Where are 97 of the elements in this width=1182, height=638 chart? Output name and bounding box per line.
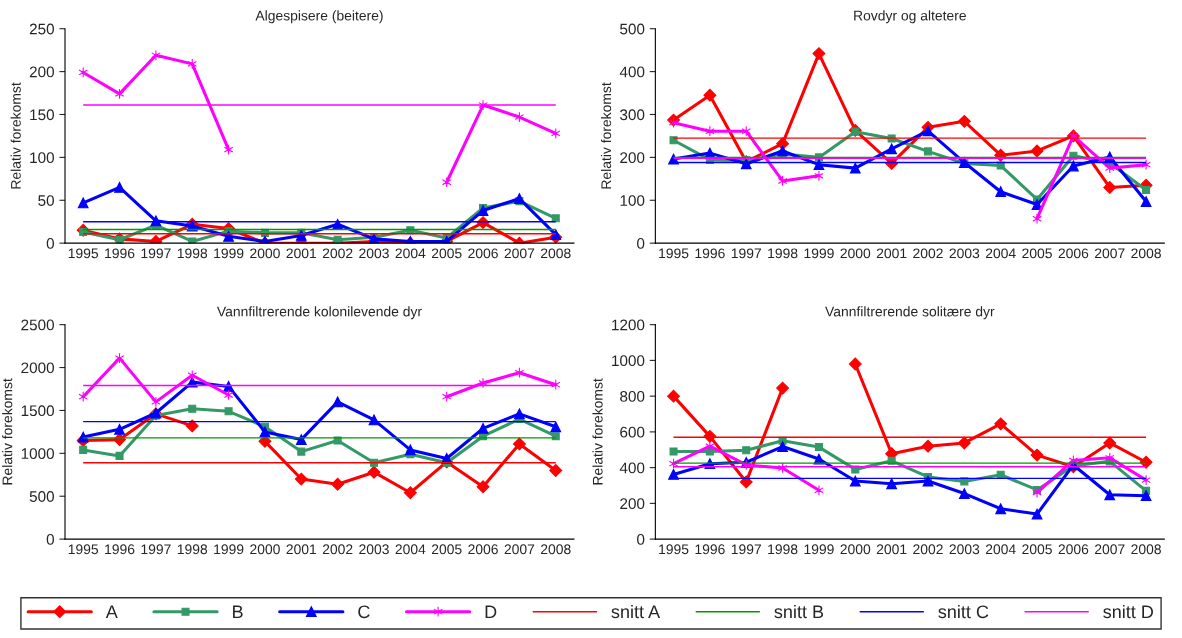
y-tick-label: 600 [620,426,645,438]
x-tick-label: 1998 [177,248,208,259]
chart-title: Vannfiltrerende solitære dyr [825,306,995,320]
y-tick-label: 400 [619,462,645,474]
x-tick-label: 2003 [949,544,980,555]
y-tick-label: 200 [620,498,645,510]
legend-label: B [233,605,243,618]
legend-label: snitt D [1103,604,1154,619]
x-tick-label: 2001 [286,248,317,259]
chart-title: Rovdyr og altetere [854,10,966,24]
y-tick-label: 100 [30,152,54,164]
x-tick-label: 1998 [768,544,798,555]
y-tick-label: 0 [637,238,645,249]
y-tick-label: 200 [29,66,54,78]
x-tick-label: 1999 [214,544,244,555]
x-tick-label: 2004 [985,248,1016,259]
x-tick-label: 2000 [250,248,280,259]
x-tick-label: 2006 [468,248,498,259]
x-tick-label: 1999 [214,248,244,259]
x-tick-label: 1997 [141,248,171,259]
x-tick-label: 2001 [876,544,907,555]
y-tick-label: 800 [620,391,645,402]
x-tick-label: 1996 [105,248,135,259]
x-tick-label: 1996 [695,248,725,259]
y-tick-label: 0 [46,238,54,249]
x-tick-label: 2000 [840,544,871,555]
y-axis-title: Relativ forekomst [600,82,612,189]
x-tick-label: 2001 [876,248,907,259]
x-tick-label: 2008 [541,248,571,259]
x-tick-label: 2007 [504,248,535,259]
x-tick-label: 1997 [141,544,171,555]
legend-label: D [485,605,497,618]
y-tick-label: 0 [637,533,645,545]
x-tick-label: 2006 [468,544,498,555]
y-tick-label: 2000 [21,362,54,374]
y-tick-label: 1500 [21,405,54,417]
legend-label: snitt C [938,604,989,619]
chart-title: Vannfiltrerende kolonilevende dyr [216,306,422,320]
x-tick-label: 1996 [695,544,725,555]
x-tick-label: 2003 [359,544,389,555]
x-tick-label: 2000 [840,248,871,259]
x-tick-label: 1998 [177,544,208,555]
y-tick-label: 1000 [612,355,645,367]
x-tick-label: 2008 [1131,248,1161,259]
x-tick-label: 2000 [250,544,280,555]
y-tick-label: 50 [38,195,54,206]
x-tick-label: 2004 [395,248,426,259]
y-tick-label: 1200 [612,319,645,331]
y-tick-label: 400 [619,66,645,78]
x-tick-label: 1997 [731,248,761,259]
y-tick-label: 500 [29,491,54,502]
y-axis-title: Relativ forekomst [2,378,13,485]
x-tick-label: 2003 [949,248,980,259]
x-tick-label: 2003 [359,248,389,259]
x-tick-label: 2002 [913,544,943,555]
x-tick-label: 2006 [1058,248,1089,259]
y-tick-label: 100 [620,195,645,206]
x-tick-label: 1999 [804,544,834,555]
x-tick-label: 2005 [1022,544,1052,555]
x-tick-label: 2001 [286,544,317,555]
x-tick-label: 1995 [659,248,689,259]
x-tick-label: 2004 [395,544,426,555]
legend-label: C [358,605,370,619]
y-tick-label: 200 [620,152,645,164]
y-axis-title: Relativ forekomst [10,82,21,189]
y-tick-label: 500 [620,23,645,35]
x-tick-label: 1999 [804,248,834,259]
x-tick-label: 2002 [913,248,943,259]
x-tick-label: 2007 [504,544,535,555]
x-tick-label: 1996 [105,544,135,555]
x-tick-label: 1995 [659,544,689,555]
x-tick-label: 1997 [731,544,761,555]
x-tick-label: 2002 [322,544,353,555]
y-axis-title: Relativ forekomst [592,378,603,485]
x-tick-label: 2005 [431,248,462,259]
x-tick-label: 2006 [1058,544,1089,555]
x-tick-label: 2005 [431,544,462,555]
y-tick-label: 250 [29,23,54,35]
y-tick-label: 2500 [21,319,54,331]
x-tick-label: 1995 [68,544,99,555]
x-tick-label: 2004 [985,544,1016,555]
x-tick-label: 2007 [1094,544,1125,555]
y-tick-label: 1000 [21,448,54,460]
y-tick-label: 150 [30,109,54,121]
legend-label: snitt B [774,604,824,619]
x-tick-label: 1998 [768,248,798,259]
y-tick-label: 0 [46,533,54,545]
x-tick-label: 2005 [1022,248,1052,259]
x-tick-label: 2002 [322,248,353,259]
x-tick-label: 2008 [1131,544,1161,555]
x-tick-label: 2008 [541,544,571,555]
y-tick-label: 300 [620,109,645,121]
x-tick-label: 1995 [68,248,99,259]
legend-label: A [105,605,118,618]
legend-label: snitt A [611,604,661,619]
x-tick-label: 2007 [1094,248,1125,259]
chart-title: Algespisere (beitere) [255,10,383,24]
